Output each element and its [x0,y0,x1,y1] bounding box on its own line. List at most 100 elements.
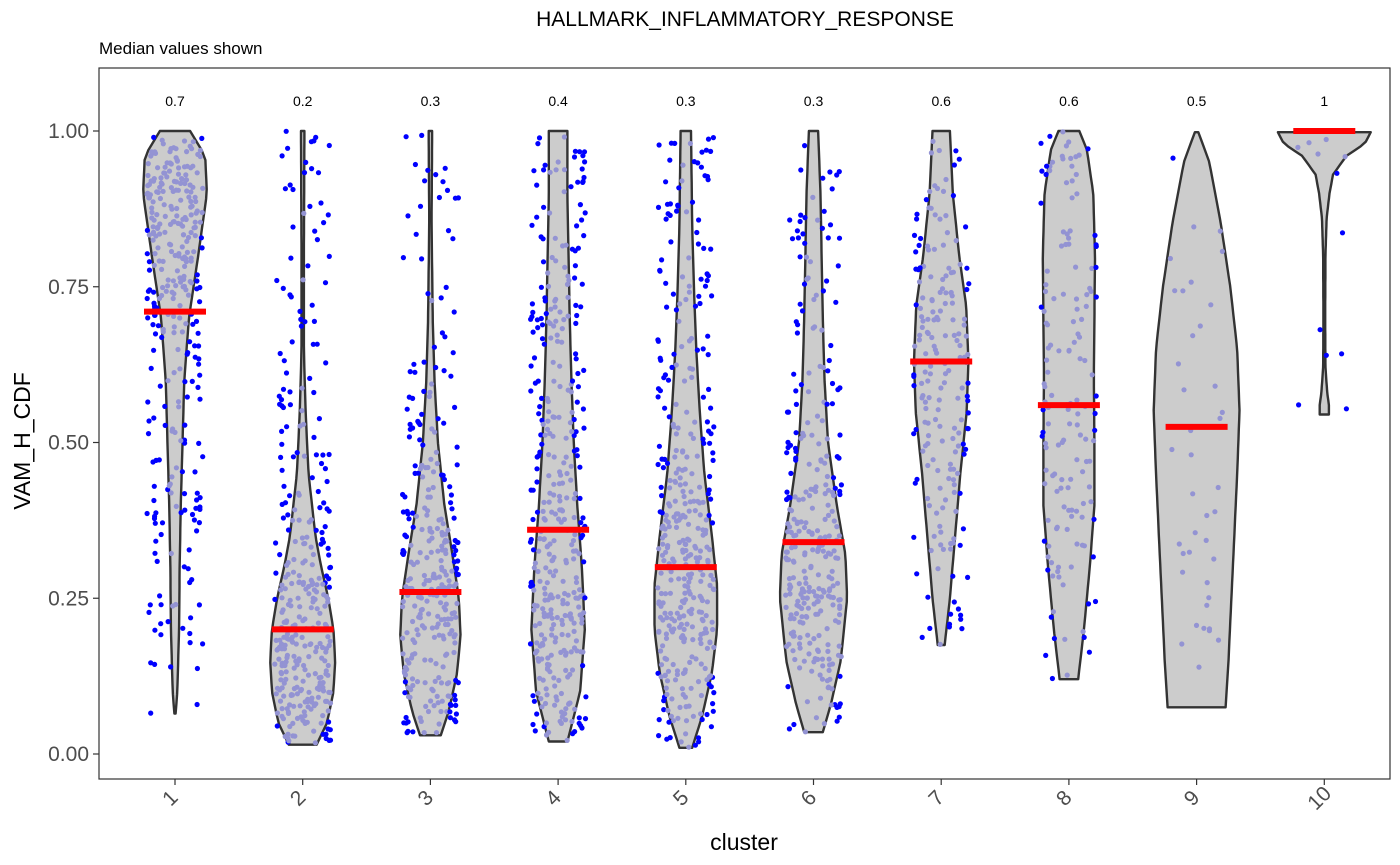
data-point [696,739,702,745]
data-point [323,360,329,366]
data-point [311,318,317,324]
data-point [790,558,797,564]
data-point [667,477,673,484]
data-point [454,572,460,578]
data-point [408,559,414,565]
data-point [287,402,293,408]
data-point [797,254,803,260]
data-point [581,425,587,431]
data-point [538,284,545,290]
data-point [455,539,461,546]
data-point [158,531,164,538]
data-point [670,661,676,668]
data-point [561,460,567,466]
median-label-cluster-6: 0.3 [804,93,824,109]
data-point [425,708,432,715]
data-point [153,510,159,516]
data-point [690,637,696,643]
data-point [294,684,300,690]
data-point [579,725,585,731]
data-point [705,557,711,564]
data-point [316,675,322,681]
data-point [540,421,546,427]
data-point [1215,484,1221,491]
data-point [319,655,325,661]
data-point [196,361,202,367]
data-point [686,283,692,289]
data-point [421,572,427,579]
data-point [555,159,561,165]
data-point [572,532,578,538]
data-point [942,300,948,307]
data-point [421,388,427,394]
data-point [828,342,834,349]
data-point [543,732,550,738]
data-point [806,651,812,657]
data-point [299,634,305,641]
data-point [822,460,828,466]
data-point [823,482,829,488]
data-point [325,634,331,640]
data-point [573,302,579,308]
data-point [542,700,549,707]
data-point [702,665,708,672]
data-point [298,316,304,322]
data-point [175,399,182,405]
data-point [946,368,952,374]
data-point [1059,477,1065,483]
data-point [572,263,579,269]
data-point [325,662,331,669]
data-point [313,701,319,707]
data-point [577,587,583,593]
data-point [695,735,702,741]
data-point [409,655,415,661]
data-point [549,558,555,564]
data-point [682,481,689,487]
data-point [528,363,534,369]
data-point [194,701,200,708]
data-point [419,526,425,533]
data-point [530,721,536,728]
data-point [408,542,414,548]
data-point [815,547,821,553]
data-point [302,616,308,622]
data-point [784,450,790,456]
data-point [682,514,688,520]
data-point [197,495,203,501]
data-point [1047,168,1053,174]
data-point [279,706,285,712]
data-point [290,733,296,739]
data-point [961,322,967,328]
data-point [837,673,843,679]
data-point [802,143,808,149]
data-point [938,385,944,391]
data-point [322,466,328,472]
data-point [943,290,949,296]
data-point [802,240,808,246]
data-point [1093,294,1099,300]
data-point [534,182,540,188]
data-point [534,479,540,485]
data-point [412,603,418,609]
data-point [1208,302,1214,308]
data-point [683,296,689,303]
data-point [697,484,703,490]
data-point [187,579,193,586]
data-point [453,614,459,620]
data-point [815,572,822,578]
data-point [819,418,825,424]
data-point [707,440,713,446]
data-point [687,140,694,147]
data-point [1170,155,1176,161]
data-point [954,337,960,344]
data-point [548,607,554,613]
data-point [530,309,536,315]
data-point [562,264,568,270]
data-point [705,136,712,142]
data-point [655,394,661,400]
data-point [660,643,666,649]
data-point [151,289,157,295]
data-point [571,432,577,439]
data-point [160,258,166,264]
data-point [155,245,161,251]
